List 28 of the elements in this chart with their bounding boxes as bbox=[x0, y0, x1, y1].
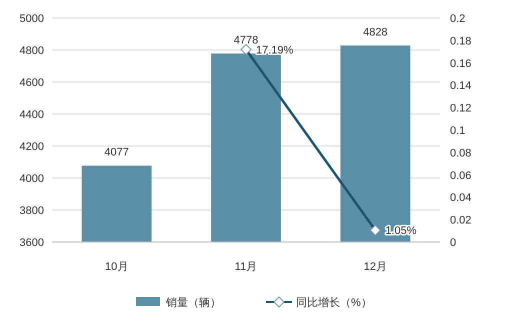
legend-label: 销量（辆） bbox=[165, 297, 221, 309]
data-label: 17.19% bbox=[256, 44, 294, 56]
data-label: 4077 bbox=[104, 146, 129, 159]
x-tick-label: 10月 bbox=[105, 261, 128, 273]
y-tick-label: 4000 bbox=[20, 173, 44, 185]
y2-tick-label: 0.02 bbox=[450, 214, 472, 227]
legend-label: 同比增长（%） bbox=[296, 296, 372, 309]
y2-tick-label: 0.04 bbox=[450, 192, 472, 204]
y2-tick-label: 0.06 bbox=[450, 170, 472, 182]
data-label: 4778 bbox=[234, 34, 258, 47]
x-tick-label: 11月 bbox=[234, 261, 258, 273]
y2-tick-label: 0.16 bbox=[450, 58, 472, 70]
y-tick-label: 4200 bbox=[20, 141, 44, 153]
y2-tick-label: 0.08 bbox=[450, 147, 472, 160]
y2-tick-label: 0.12 bbox=[450, 102, 472, 115]
data-label: 4828 bbox=[363, 26, 388, 39]
y-tick-label: 4800 bbox=[20, 45, 44, 57]
y-tick-label: 3800 bbox=[20, 205, 44, 217]
y-tick-label: 4600 bbox=[20, 77, 44, 89]
y2-tick-label: 0.18 bbox=[450, 35, 472, 48]
y-tick-label: 4400 bbox=[20, 109, 44, 121]
y-tick-label: 5000 bbox=[20, 13, 44, 25]
y-tick-label: 3600 bbox=[20, 237, 44, 249]
y2-tick-label: 0.2 bbox=[450, 13, 466, 25]
y2-tick-label: 0.1 bbox=[450, 125, 466, 137]
y2-tick-label: 0.14 bbox=[450, 80, 472, 92]
y2-tick-label: 0 bbox=[450, 237, 456, 249]
x-tick-label: 12月 bbox=[364, 261, 387, 273]
